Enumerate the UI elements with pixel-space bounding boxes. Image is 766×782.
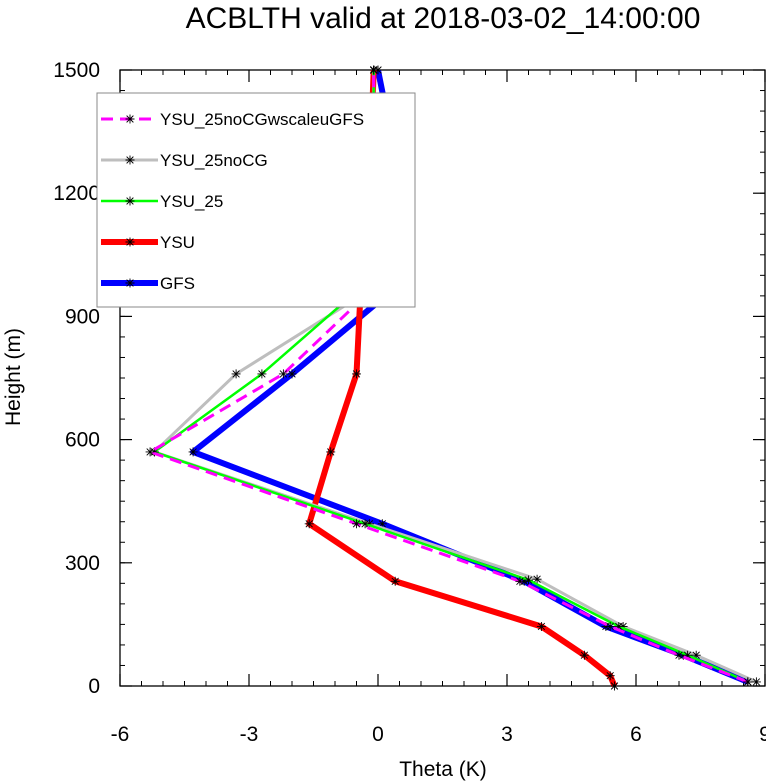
data-point-marker bbox=[532, 574, 542, 584]
legend-label: YSU_25 bbox=[160, 192, 223, 211]
data-point-marker bbox=[188, 447, 198, 457]
data-point-marker bbox=[352, 369, 361, 379]
y-tick-label: 0 bbox=[88, 675, 100, 698]
chart-title: ACBLTH valid at 2018-03-02_14:00:00 bbox=[186, 2, 701, 35]
x-tick-label: -6 bbox=[111, 723, 130, 746]
legend-label: YSU bbox=[160, 233, 195, 252]
data-point-marker bbox=[610, 681, 619, 691]
y-tick-label: 300 bbox=[65, 552, 100, 575]
data-point-marker bbox=[278, 369, 288, 379]
data-point-marker bbox=[125, 237, 135, 247]
data-point-marker bbox=[691, 650, 701, 660]
y-tick-label: 900 bbox=[65, 305, 100, 328]
x-tick-label: -3 bbox=[240, 723, 259, 746]
data-point-marker bbox=[304, 519, 314, 529]
data-point-marker bbox=[743, 677, 753, 687]
x-tick-label: 3 bbox=[501, 723, 513, 746]
data-point-marker bbox=[145, 447, 155, 457]
data-point-marker bbox=[360, 519, 370, 529]
x-tick-label: 0 bbox=[372, 723, 384, 746]
data-point-marker bbox=[605, 671, 615, 681]
y-tick-label: 1500 bbox=[53, 59, 100, 82]
data-point-marker bbox=[390, 576, 400, 586]
legend-label: YSU_25noCG bbox=[160, 151, 268, 170]
x-tick-label: 6 bbox=[630, 723, 642, 746]
data-point-marker bbox=[369, 65, 379, 75]
y-axis-label: Height (m) bbox=[2, 328, 25, 426]
data-point-marker bbox=[125, 114, 135, 124]
y-tick-label: 600 bbox=[65, 429, 100, 452]
data-point-marker bbox=[231, 369, 241, 379]
data-point-marker bbox=[751, 677, 761, 687]
x-axis-label: Theta (K) bbox=[399, 758, 487, 781]
data-point-marker bbox=[536, 621, 546, 631]
data-point-marker bbox=[287, 369, 297, 379]
data-point-marker bbox=[257, 369, 267, 379]
legend-label: GFS bbox=[160, 274, 195, 293]
data-point-marker bbox=[605, 621, 615, 631]
y-tick-label: 1200 bbox=[53, 182, 100, 205]
data-point-marker bbox=[579, 650, 589, 660]
data-point-marker bbox=[614, 621, 624, 631]
data-point-marker bbox=[674, 650, 684, 660]
data-point-marker bbox=[377, 519, 387, 529]
x-tick-label: 9 bbox=[759, 723, 766, 746]
data-point-marker bbox=[524, 575, 533, 585]
legend: YSU_25noCGwscaleuGFS YSU_25noCG YSU_25 YSU G… bbox=[96, 92, 416, 308]
legend-label: YSU_25noCGwscaleuGFS bbox=[160, 110, 364, 129]
data-point-marker bbox=[352, 519, 361, 529]
data-point-marker bbox=[683, 650, 693, 660]
data-point-marker bbox=[125, 196, 135, 206]
data-point-marker bbox=[515, 576, 525, 586]
data-point-marker bbox=[125, 155, 135, 165]
data-point-marker bbox=[125, 278, 135, 288]
data-point-marker bbox=[326, 447, 336, 457]
